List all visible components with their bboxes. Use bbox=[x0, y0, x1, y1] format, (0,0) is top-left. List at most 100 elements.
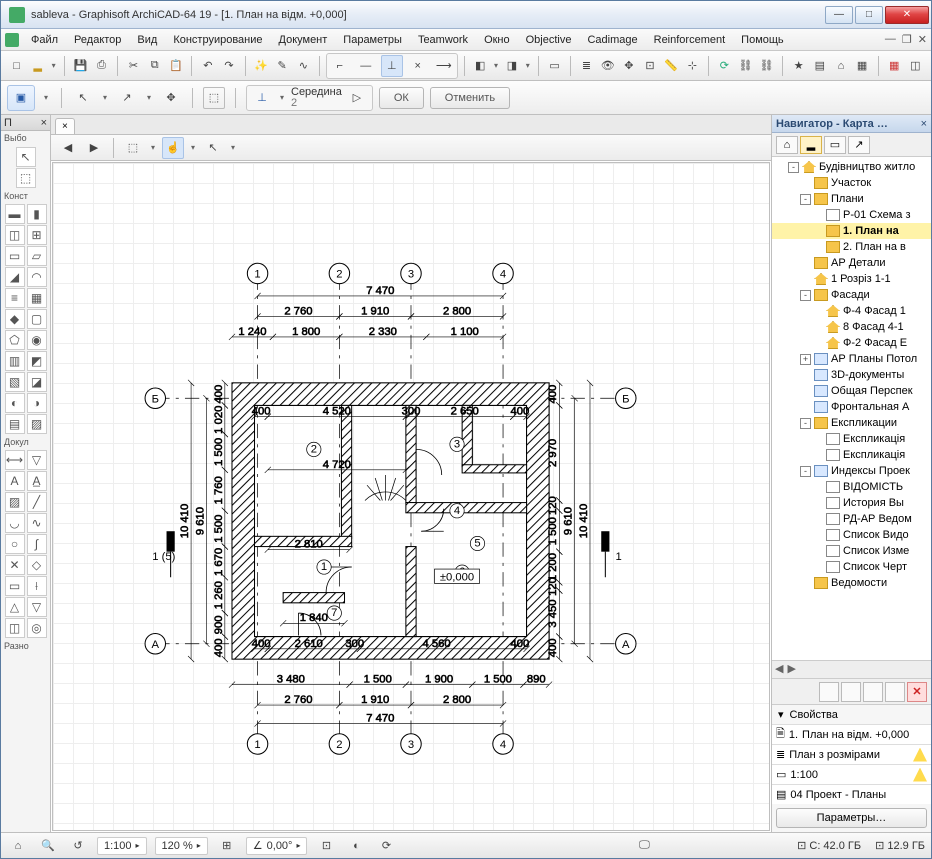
lamp-tool[interactable]: ◉ bbox=[27, 330, 47, 350]
status-btn3[interactable]: ⟳ bbox=[375, 835, 397, 857]
hotspot-tool[interactable]: ✕ bbox=[5, 555, 25, 575]
tool-e5[interactable]: ◑ bbox=[27, 393, 47, 413]
menu-помощь[interactable]: Помощь bbox=[733, 32, 792, 48]
dim-tool[interactable]: ⟷ bbox=[5, 450, 25, 470]
snap-perp-icon[interactable]: ⊥ bbox=[381, 55, 403, 77]
status-angle[interactable]: ∠0,00°▸ bbox=[246, 837, 308, 855]
axis-icon[interactable]: ⊹ bbox=[683, 55, 702, 77]
grid-icon[interactable]: ▦ bbox=[885, 55, 904, 77]
beam-tool[interactable]: ▭ bbox=[5, 246, 25, 266]
tool-e6[interactable]: ▤ bbox=[5, 414, 25, 434]
tree-item[interactable]: -Будівництво житло bbox=[772, 159, 931, 175]
close-button[interactable]: ✕ bbox=[885, 6, 929, 24]
tree-item[interactable]: Общая Перспек bbox=[772, 383, 931, 399]
tool-e7[interactable]: ▨ bbox=[27, 414, 47, 434]
link1-icon[interactable]: ⛓ bbox=[736, 55, 755, 77]
mdi-minimize[interactable]: — bbox=[885, 33, 896, 46]
status-scale[interactable]: 1:100▸ bbox=[97, 837, 147, 855]
props-layout[interactable]: 04 Проект - Планы bbox=[790, 789, 927, 801]
print-icon[interactable]: ⎙ bbox=[92, 55, 111, 77]
props-layer[interactable]: План з розмірами bbox=[789, 749, 909, 761]
redo-icon[interactable]: ↷ bbox=[219, 55, 238, 77]
shell-tool[interactable]: ◠ bbox=[27, 267, 47, 287]
fill-tool[interactable]: ▨ bbox=[5, 492, 25, 512]
mdi-restore[interactable]: ❐ bbox=[902, 33, 912, 46]
select-rect-icon[interactable]: ▭ bbox=[545, 55, 564, 77]
arrow-icon[interactable]: ↖ bbox=[72, 87, 94, 109]
snap-extend-icon[interactable]: ⟶ bbox=[433, 55, 455, 77]
line-tool[interactable]: ╱ bbox=[27, 492, 47, 512]
slab-tool[interactable]: ▱ bbox=[27, 246, 47, 266]
tree-item[interactable]: Ф-4 Фасад 1 bbox=[772, 303, 931, 319]
spline-icon[interactable]: ∿ bbox=[294, 55, 313, 77]
house-icon[interactable]: ⌂ bbox=[831, 55, 850, 77]
nav-tab-viewmap[interactable]: ▂ bbox=[800, 136, 822, 154]
status-monitor-icon[interactable]: 🖵 bbox=[633, 835, 655, 857]
curtain-tool[interactable]: ▥ bbox=[5, 351, 25, 371]
menu-teamwork[interactable]: Teamwork bbox=[410, 32, 476, 48]
opt2-icon[interactable]: ◨ bbox=[502, 55, 521, 77]
tree-scroll-right[interactable]: ▶ bbox=[787, 662, 795, 677]
menu-редактор[interactable]: Редактор bbox=[66, 32, 129, 48]
figure-tool[interactable]: ◇ bbox=[27, 555, 47, 575]
cursor-mode-icon[interactable]: ▣ bbox=[7, 85, 35, 111]
drawing-canvas[interactable]: 11223344ААББ bbox=[52, 162, 770, 831]
grid-toggle-icon[interactable]: ⊞ bbox=[216, 835, 238, 857]
window-tool[interactable]: ⊞ bbox=[27, 225, 47, 245]
tree-scroll-left[interactable]: ◀ bbox=[775, 662, 783, 677]
mdi-close[interactable]: ✕ bbox=[918, 33, 927, 46]
tool-e1[interactable]: ◩ bbox=[27, 351, 47, 371]
tree-item[interactable]: АР Детали bbox=[772, 255, 931, 271]
worksheet-tool[interactable]: ◫ bbox=[5, 618, 25, 638]
navigator-close-icon[interactable]: × bbox=[921, 118, 927, 130]
cancel-button[interactable]: Отменить bbox=[430, 87, 510, 109]
tree-item[interactable]: 2. План на в bbox=[772, 239, 931, 255]
tree-item[interactable]: Фронтальная А bbox=[772, 399, 931, 415]
back-icon[interactable]: ◀ bbox=[57, 137, 79, 159]
mdi-icon[interactable] bbox=[5, 33, 19, 47]
tree-item[interactable]: Ф-2 Фасад Е bbox=[772, 335, 931, 351]
paste-icon[interactable]: 📋 bbox=[166, 55, 185, 77]
section-tool[interactable]: ⟊ bbox=[27, 576, 47, 596]
magnet-icon[interactable]: ☝ bbox=[162, 137, 184, 159]
tree-item[interactable]: Список Видо bbox=[772, 527, 931, 543]
detail-tool[interactable]: ◎ bbox=[27, 618, 47, 638]
drawing-tool[interactable]: ▭ bbox=[5, 576, 25, 596]
tree-item[interactable]: +АР Планы Потол bbox=[772, 351, 931, 367]
tree-item[interactable]: -Експликации bbox=[772, 415, 931, 431]
toolbox-close-icon[interactable]: × bbox=[41, 117, 47, 129]
arc-tool[interactable]: ◡ bbox=[5, 513, 25, 533]
status-btn1[interactable]: ⊡ bbox=[315, 835, 337, 857]
nav-tab-publisher[interactable]: ↗ bbox=[848, 136, 870, 154]
view-icon[interactable]: 👁 bbox=[598, 55, 617, 77]
nav-btn-1[interactable] bbox=[819, 682, 839, 702]
menu-objective[interactable]: Objective bbox=[518, 32, 580, 48]
nav-btn-4[interactable] bbox=[885, 682, 905, 702]
undo-icon[interactable]: ↶ bbox=[198, 55, 217, 77]
level-tool[interactable]: ▽ bbox=[27, 450, 47, 470]
arrow2-icon[interactable]: ↗ bbox=[116, 87, 138, 109]
doc-tab-close-icon[interactable]: × bbox=[55, 118, 75, 134]
nav-tab-layout[interactable]: ▭ bbox=[824, 136, 846, 154]
circle-tool[interactable]: ○ bbox=[5, 534, 25, 554]
new-icon[interactable]: □ bbox=[7, 55, 26, 77]
tool-x1-icon[interactable]: ▦ bbox=[853, 55, 872, 77]
cursor-icon[interactable]: ↖ bbox=[202, 137, 224, 159]
menu-конструирование[interactable]: Конструирование bbox=[165, 32, 270, 48]
tree-item[interactable]: Експликація bbox=[772, 447, 931, 463]
opt1-icon[interactable]: ◧ bbox=[471, 55, 490, 77]
minimize-button[interactable]: — bbox=[825, 6, 853, 24]
chart-icon[interactable]: ▤ bbox=[810, 55, 829, 77]
stair-tool[interactable]: ≡ bbox=[5, 288, 25, 308]
tree-item[interactable]: ВІДОМІСТЬ bbox=[772, 479, 931, 495]
spline2-tool[interactable]: ∫ bbox=[27, 534, 47, 554]
menu-cadimage[interactable]: Cadimage bbox=[579, 32, 645, 48]
save-icon[interactable]: 💾 bbox=[71, 55, 90, 77]
fwd-icon[interactable]: ▶ bbox=[83, 137, 105, 159]
tree-item[interactable]: РД-АР Ведом bbox=[772, 511, 931, 527]
tree-item[interactable]: 1. План на bbox=[772, 223, 931, 239]
props-scale[interactable]: 1:100 bbox=[790, 769, 909, 781]
menu-документ[interactable]: Документ bbox=[271, 32, 336, 48]
polyline-tool[interactable]: ∿ bbox=[27, 513, 47, 533]
menu-окно[interactable]: Окно bbox=[476, 32, 518, 48]
